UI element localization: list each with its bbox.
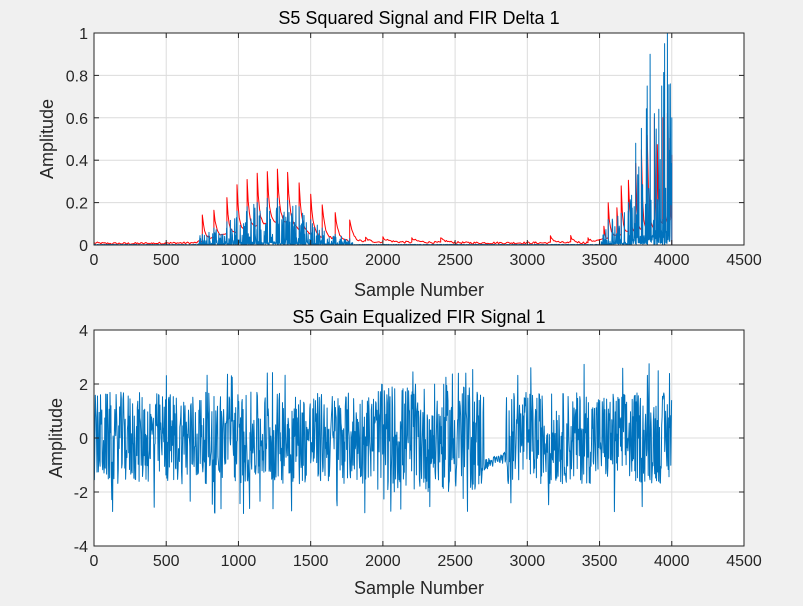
bottom-axes: 0 500 1000 1500 2000 2500 3000 3500 4000 4500 -4 -2… — [46, 307, 762, 598]
x-tick-label: 2000 — [365, 553, 401, 570]
x-tick-label: 1500 — [293, 252, 329, 269]
x-tick-label: 2500 — [437, 252, 473, 269]
y-tick-label: 2 — [79, 377, 88, 394]
bottom-ticks: 0 500 1000 1500 2000 2500 3000 3500 4000 4500 -4 -2… — [74, 323, 762, 570]
x-tick-label: 4500 — [726, 252, 762, 269]
x-tick-label: 0 — [90, 252, 99, 269]
x-tick-label: 3500 — [582, 553, 618, 570]
top-chart-title: S5 Squared Signal and FIR Delta 1 — [278, 8, 559, 28]
y-tick-label: 1 — [79, 26, 88, 43]
bottom-x-axis-label: Sample Number — [354, 578, 484, 598]
y-tick-label: -4 — [74, 539, 88, 556]
y-tick-label: 0.8 — [66, 68, 88, 85]
x-tick-label: 0 — [90, 553, 99, 570]
top-y-axis-label: Amplitude — [37, 99, 57, 179]
x-tick-label: 2500 — [437, 553, 473, 570]
y-tick-label: 0.6 — [66, 111, 88, 128]
y-tick-label: 4 — [79, 323, 88, 340]
y-tick-label: 0.2 — [66, 196, 88, 213]
gain-equalized-signal-line — [93, 363, 673, 514]
x-tick-label: 3000 — [510, 553, 546, 570]
red-series-line — [93, 112, 673, 245]
bottom-y-axis-label: Amplitude — [46, 398, 66, 478]
x-tick-label: 4000 — [654, 553, 690, 570]
x-tick-label: 500 — [153, 553, 180, 570]
top-ticks: 0 500 1000 1500 2000 2500 3000 3500 4000 4500 0 0.2… — [66, 26, 762, 269]
x-tick-label: 2000 — [365, 252, 401, 269]
y-tick-label: 0.4 — [66, 153, 88, 170]
x-tick-label: 3500 — [582, 252, 618, 269]
x-tick-label: 4000 — [654, 252, 690, 269]
top-x-axis-label: Sample Number — [354, 280, 484, 300]
bottom-grid — [94, 330, 744, 546]
bottom-chart-title: S5 Gain Equalized FIR Signal 1 — [292, 307, 545, 327]
top-axes-frame — [93, 32, 745, 246]
x-tick-label: 3000 — [510, 252, 546, 269]
x-tick-label: 1500 — [293, 553, 329, 570]
x-tick-label: 4500 — [726, 553, 762, 570]
x-tick-label: 1000 — [221, 553, 257, 570]
top-axes: 0 500 1000 1500 2000 2500 3000 3500 4000 4500 0 0.2… — [37, 8, 762, 300]
x-tick-label: 500 — [153, 252, 180, 269]
y-tick-label: 0 — [79, 431, 88, 448]
y-tick-label: -2 — [74, 485, 88, 502]
bottom-plot-area — [93, 363, 673, 514]
y-tick-label: 0 — [79, 238, 88, 255]
x-tick-label: 1000 — [221, 252, 257, 269]
